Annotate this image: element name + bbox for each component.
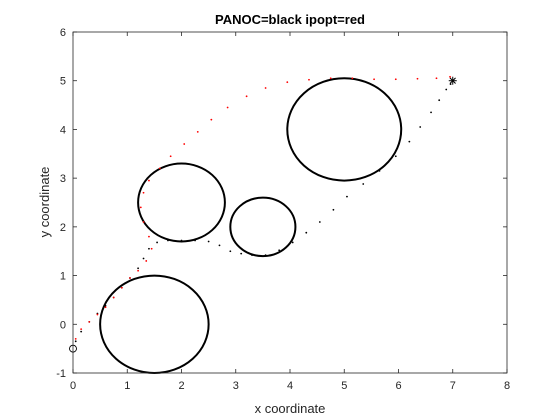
- data-point: [137, 269, 140, 272]
- data-point: [96, 313, 99, 316]
- x-axis: 0 1 2 3 4 5 6 7 8: [70, 32, 510, 392]
- data-point: [88, 320, 91, 323]
- x-tick-label: 2: [178, 380, 184, 392]
- data-point: [291, 241, 294, 244]
- x-tick-label: 8: [504, 380, 510, 392]
- data-point: [305, 231, 308, 234]
- data-point: [419, 126, 422, 128]
- y-tick-label: 3: [60, 173, 66, 185]
- series-layer: [74, 75, 452, 343]
- data-point: [129, 277, 131, 279]
- data-point: [139, 206, 142, 209]
- data-point: [194, 239, 196, 242]
- data-point: [378, 169, 381, 172]
- data-point: [308, 78, 310, 81]
- data-point: [218, 244, 221, 247]
- data-point: [264, 254, 267, 257]
- data-point: [148, 235, 150, 238]
- data-point: [286, 81, 289, 84]
- data-point: [240, 252, 243, 255]
- data-point: [137, 267, 140, 270]
- data-point: [167, 239, 169, 242]
- x-tick-label: 0: [70, 380, 76, 392]
- y-tick-label: 0: [60, 319, 66, 331]
- data-point: [351, 77, 354, 80]
- data-point: [196, 130, 199, 133]
- data-point: [74, 338, 77, 340]
- data-point: [104, 304, 107, 307]
- data-point: [148, 247, 150, 250]
- x-axis-title: x coordinate: [255, 401, 326, 416]
- obstacle-circle: [137, 162, 226, 243]
- y-tick-label: 4: [60, 124, 66, 136]
- y-tick-label: 5: [60, 76, 66, 88]
- data-point: [158, 167, 161, 170]
- plot-background: [73, 32, 507, 373]
- y-axis-title: y coordinate: [37, 167, 52, 238]
- data-point: [148, 179, 150, 182]
- goal-marker: [448, 76, 457, 85]
- data-point: [329, 77, 332, 80]
- data-point: [394, 78, 397, 81]
- data-point: [318, 221, 321, 223]
- data-point: [229, 250, 232, 253]
- series-ipopt: [74, 75, 451, 340]
- data-point: [180, 239, 183, 242]
- markers-layer: [69, 76, 457, 353]
- data-point: [278, 249, 281, 252]
- data-point: [112, 296, 115, 299]
- data-point: [346, 195, 348, 198]
- data-point: [438, 99, 441, 102]
- chart-title: PANOC=black ipopt=red: [215, 12, 365, 27]
- data-point: [80, 330, 83, 333]
- x-tick-label: 7: [450, 380, 456, 392]
- data-point: [120, 286, 123, 289]
- y-tick-label: -1: [56, 368, 66, 380]
- data-point: [142, 257, 145, 260]
- data-point: [74, 340, 77, 343]
- data-point: [445, 88, 448, 91]
- data-point: [373, 78, 375, 81]
- data-point: [210, 118, 213, 121]
- x-tick-label: 5: [341, 380, 347, 392]
- y-tick-label: 1: [60, 271, 66, 283]
- x-tick-label: 3: [233, 380, 239, 392]
- data-point: [183, 143, 186, 145]
- data-point: [145, 260, 148, 262]
- data-point: [251, 254, 253, 257]
- obstacle-circle: [286, 77, 403, 182]
- data-point: [332, 208, 335, 211]
- data-point: [394, 155, 397, 158]
- data-point: [226, 106, 229, 109]
- x-tick-label: 4: [287, 380, 293, 392]
- data-point: [207, 240, 210, 243]
- obstacle-circle: [229, 196, 297, 258]
- data-point: [150, 247, 153, 250]
- data-point: [408, 140, 411, 143]
- data-point: [245, 95, 248, 98]
- data-point: [142, 221, 145, 223]
- data-point: [156, 241, 158, 244]
- data-point: [142, 191, 145, 194]
- x-tick-label: 1: [124, 380, 130, 392]
- data-point: [416, 77, 419, 80]
- x-tick-label: 6: [395, 380, 401, 392]
- data-point: [80, 328, 83, 331]
- data-point: [362, 183, 365, 185]
- data-point: [449, 75, 451, 78]
- y-tick-label: 6: [60, 27, 66, 39]
- data-point: [435, 77, 438, 80]
- data-point: [169, 155, 172, 158]
- y-tick-label: 2: [60, 222, 66, 234]
- data-point: [430, 111, 432, 114]
- data-point: [104, 306, 107, 309]
- y-axis: -1 0 1 2 3 4 5 6: [56, 27, 507, 380]
- data-point: [264, 87, 267, 89]
